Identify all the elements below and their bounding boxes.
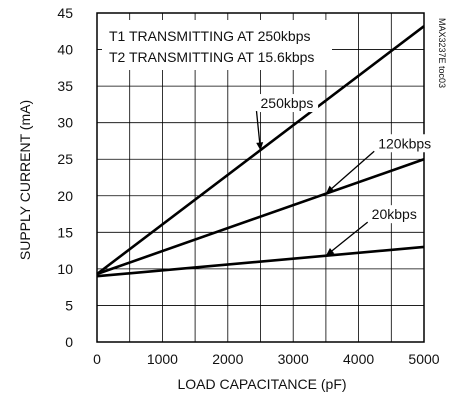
- series-arrow-2: [325, 221, 369, 257]
- x-tick-label: 1000: [147, 351, 178, 367]
- y-tick-label: 40: [57, 42, 73, 58]
- plot-frame: [96, 12, 425, 343]
- series-label-1: 120kbps: [378, 135, 431, 151]
- y-tick-label: 35: [57, 78, 73, 94]
- annotation-box: [102, 20, 332, 70]
- y-tick-labels: 0 5 10 15 20 25 30 35 40 45: [57, 5, 73, 350]
- y-tick-label: 30: [57, 115, 73, 131]
- y-tick-label: 0: [65, 334, 73, 350]
- series-label-bg-0: [257, 94, 319, 113]
- y-tick-label: 10: [57, 261, 73, 277]
- series-labels: 250kbps 120kbps 20kbps: [255, 94, 436, 257]
- series-label-2: 20kbps: [372, 206, 417, 222]
- x-axis-label: LOAD CAPACITANCE (pF): [177, 376, 346, 392]
- series-label-0: 250kbps: [261, 95, 314, 111]
- annotation-line-2: T2 TRANSMITTING AT 15.6kbps: [109, 49, 314, 65]
- series-arrow-1: [325, 150, 375, 195]
- x-tick-label: 4000: [343, 351, 374, 367]
- x-tick-label: 2000: [212, 351, 243, 367]
- series-line-2: [96, 245, 425, 278]
- figure-reference: MAX3237E toc03: [437, 18, 447, 88]
- y-tick-label: 45: [57, 5, 73, 21]
- x-tick-label: 3000: [278, 351, 309, 367]
- series-arrowhead-0: [256, 142, 264, 151]
- x-tick-label: 0: [93, 351, 101, 367]
- annotations: T1 TRANSMITTING AT 250kbps T2 TRANSMITTI…: [102, 20, 332, 70]
- annotation-line-1: T1 TRANSMITTING AT 250kbps: [109, 28, 311, 44]
- y-axis-label: SUPPLY CURRENT (mA): [17, 100, 33, 260]
- x-tick-labels: 0 1000 2000 3000 4000 5000: [93, 351, 440, 367]
- series-label-bg-1: [375, 134, 436, 153]
- y-tick-label: 25: [57, 151, 73, 167]
- series-arrowhead-1: [325, 185, 335, 194]
- y-tick-label: 5: [65, 297, 73, 313]
- series-line-1: [96, 157, 425, 276]
- series-arrowhead-2: [325, 247, 335, 256]
- series-label-bg-2: [368, 205, 422, 224]
- x-tick-label: 5000: [408, 351, 439, 367]
- y-tick-label: 20: [57, 188, 73, 204]
- y-tick-label: 15: [57, 224, 73, 240]
